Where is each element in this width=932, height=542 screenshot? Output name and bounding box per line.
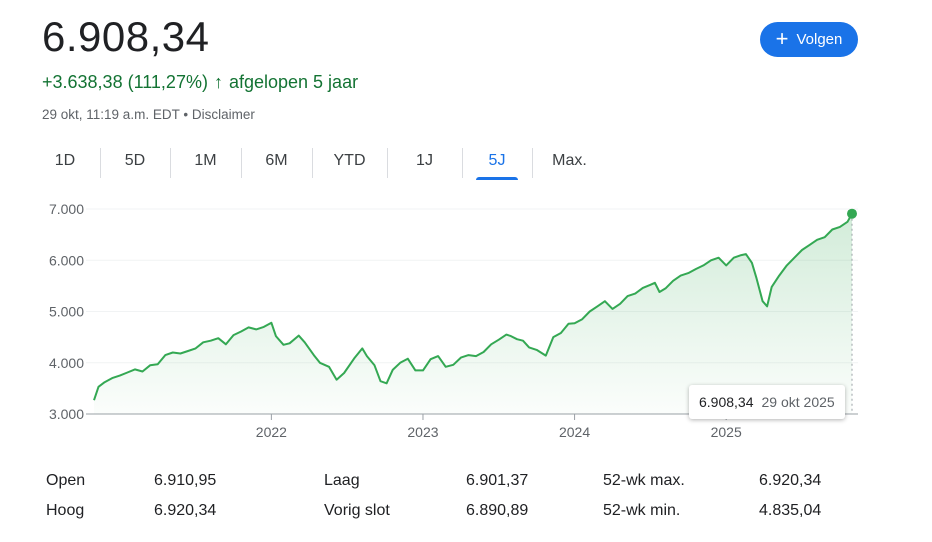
tooltip-date: 29 okt 2025 bbox=[761, 394, 835, 410]
tab-1d[interactable]: 1D bbox=[54, 152, 76, 169]
tab-1m[interactable]: 1M bbox=[170, 146, 241, 178]
stat-value-low: 6.901,37 bbox=[466, 472, 529, 489]
x-tick-label: 2022 bbox=[256, 424, 287, 440]
tooltip-value: 6.908,34 bbox=[699, 394, 754, 410]
stat-value-open: 6.910,95 bbox=[154, 472, 217, 489]
follow-button[interactable]: + Volgen bbox=[760, 22, 858, 57]
stat-label-52wk-low: 52-wk min. bbox=[603, 502, 681, 519]
x-tick-label: 2023 bbox=[407, 424, 438, 440]
x-tick-label: 2025 bbox=[711, 424, 742, 440]
disclaimer-link[interactable]: Disclaimer bbox=[191, 107, 255, 122]
arrow-up-icon: ↑ bbox=[213, 72, 223, 92]
current-price: 6.908,34 bbox=[42, 13, 210, 60]
price-change: +3.638,38 (111,27%) ↑ afgelopen 5 jaar bbox=[42, 70, 358, 94]
y-tick-label: 3.000 bbox=[49, 406, 84, 422]
tab-max[interactable]: Max. bbox=[532, 146, 607, 178]
tab-5d[interactable]: 5D bbox=[100, 146, 170, 178]
last-point-marker bbox=[847, 208, 857, 219]
change-period: afgelopen 5 jaar bbox=[228, 72, 359, 92]
price-chart[interactable]: 3.000 4.000 5.000 6.000 7.000 2022 2023 2024 202… bbox=[0, 190, 932, 445]
follow-label: Volgen bbox=[796, 31, 843, 48]
stat-label-high: Hoog bbox=[46, 502, 85, 519]
separator: • bbox=[183, 107, 189, 122]
tab-6m[interactable]: 6M bbox=[241, 146, 312, 178]
series-area bbox=[94, 213, 852, 414]
plus-icon: + bbox=[775, 25, 789, 51]
y-tick-label: 6.000 bbox=[49, 252, 84, 268]
stat-value-high: 6.920,34 bbox=[154, 502, 217, 519]
stat-label-low: Laag bbox=[324, 472, 360, 489]
stat-label-open: Open bbox=[46, 472, 86, 489]
series-line bbox=[93, 213, 853, 401]
tab-1j[interactable]: 1J bbox=[387, 146, 462, 178]
timestamp: 29 okt, 11:19 a.m. EDT bbox=[42, 107, 180, 122]
stat-value-52wk-high: 6.920,34 bbox=[759, 472, 822, 489]
tab-ytd[interactable]: YTD bbox=[312, 146, 387, 178]
change-value: +3.638,38 (111,27%) bbox=[42, 72, 208, 92]
stat-value-prev-close: 6.890,89 bbox=[466, 502, 529, 519]
stat-value-52wk-low: 4.835,04 bbox=[759, 502, 822, 519]
range-tabs: 1D 5D 1M 6M YTD 1J 5J Max. bbox=[30, 146, 607, 180]
stat-label-52wk-high: 52-wk max. bbox=[603, 472, 685, 489]
tab-5j[interactable]: 5J bbox=[462, 146, 532, 180]
chart-tooltip: 6.908,34 29 okt 2025 bbox=[689, 385, 845, 419]
y-tick-label: 7.000 bbox=[49, 201, 84, 217]
stat-label-prev-close: Vorig slot bbox=[324, 502, 390, 519]
quote-meta: 29 okt, 11:19 a.m. EDT • Disclaimer bbox=[42, 106, 255, 124]
y-tick-label: 5.000 bbox=[49, 304, 84, 320]
stats-table: Open 6.910,95 Hoog 6.920,34 Laag 6.901,3… bbox=[46, 466, 846, 526]
y-tick-label: 4.000 bbox=[49, 355, 84, 371]
x-tick-label: 2024 bbox=[559, 424, 590, 440]
